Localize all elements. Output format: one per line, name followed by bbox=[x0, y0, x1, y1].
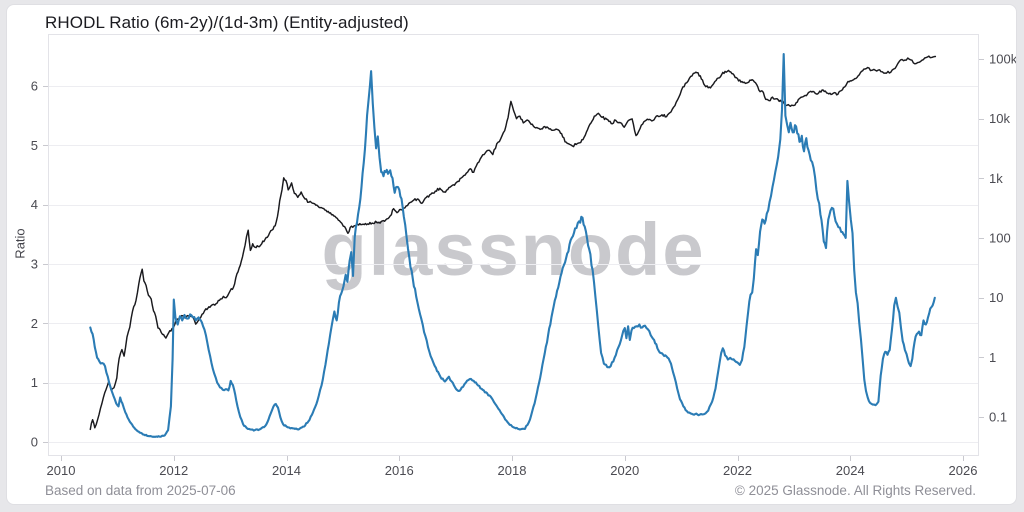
left-axis-tick-label: 6 bbox=[31, 79, 38, 94]
right-axis-tick-label: 1 bbox=[989, 350, 996, 365]
x-axis-tick-label: 2024 bbox=[836, 463, 865, 478]
x-axis-tick-label: 2016 bbox=[385, 463, 414, 478]
x-axis-tick-label: 2012 bbox=[159, 463, 188, 478]
right-axis-tick-label: 100 bbox=[989, 230, 1011, 245]
chart-footer: Based on data from 2025-07-06 © 2025 Gla… bbox=[45, 483, 976, 498]
left-axis-tick-label: 0 bbox=[31, 435, 38, 450]
left-axis-tick-label: 5 bbox=[31, 138, 38, 153]
right-axis-tick-label: 0.1 bbox=[989, 410, 1007, 425]
left-axis-tick-label: 1 bbox=[31, 375, 38, 390]
chart-plot-area[interactable]: 0 1 2 3 4 5 6 0.1 1 10 100 1k 10k 100k 2010 2012 2014 201… bbox=[7, 5, 1017, 505]
right-axis-tick-label: 100k bbox=[989, 51, 1017, 66]
price-line bbox=[89, 55, 937, 431]
x-axis-tick-label: 2010 bbox=[47, 463, 76, 478]
footer-copyright: © 2025 Glassnode. All Rights Reserved. bbox=[734, 483, 976, 498]
rhodl_ratio-line bbox=[89, 52, 936, 438]
x-axis-tick-label: 2020 bbox=[610, 463, 639, 478]
plot-border bbox=[48, 34, 979, 456]
left-axis-tick-label: 2 bbox=[31, 316, 38, 331]
footer-data-note: Based on data from 2025-07-06 bbox=[45, 483, 236, 498]
right-axis-tick-label: 10k bbox=[989, 111, 1010, 126]
x-axis-tick-label: 2014 bbox=[272, 463, 301, 478]
right-axis-tick-label: 10 bbox=[989, 290, 1003, 305]
left-axis-tick-label: 3 bbox=[31, 257, 38, 272]
left-axis-tick-label: 4 bbox=[31, 197, 38, 212]
x-axis-tick-label: 2022 bbox=[723, 463, 752, 478]
x-axis-tick-label: 2026 bbox=[949, 463, 978, 478]
chart-card: RHODL Ratio (6m-2y)/(1d-3m) (Entity-adju… bbox=[6, 4, 1017, 505]
x-axis-tick-label: 2018 bbox=[498, 463, 527, 478]
right-axis-tick-label: 1k bbox=[989, 171, 1003, 186]
chart-title: RHODL Ratio (6m-2y)/(1d-3m) (Entity-adju… bbox=[45, 13, 409, 32]
